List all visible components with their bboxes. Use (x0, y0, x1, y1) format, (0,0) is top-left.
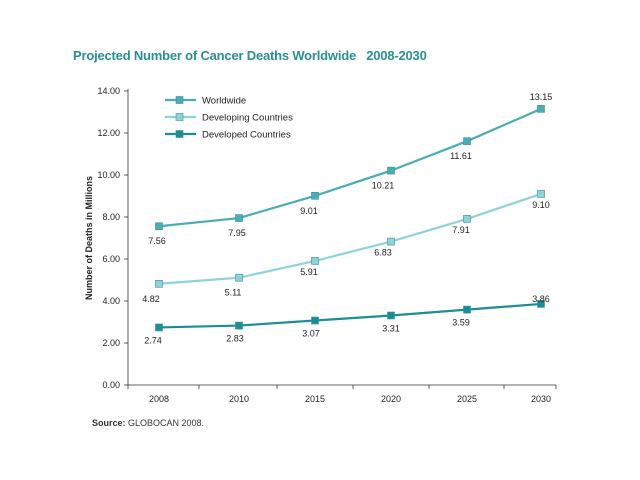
y-axis-title: Number of Deaths in Millions (84, 176, 94, 300)
x-tick-label: 2010 (229, 394, 249, 404)
x-tick-label: 2008 (149, 394, 169, 404)
data-label: 2.83 (226, 334, 244, 344)
y-tick-label: 0.00 (102, 380, 120, 390)
data-point (387, 166, 395, 175)
data-point (235, 321, 243, 330)
data-point (537, 300, 545, 308)
data-point (537, 190, 545, 198)
data-point (463, 305, 471, 314)
legend-entry-label: Developing Countries (202, 113, 293, 124)
data-label: 9.01 (300, 206, 318, 216)
data-point (235, 214, 243, 222)
data-point (387, 311, 395, 320)
series-layer (155, 105, 545, 332)
y-tick-label: 14.00 (97, 86, 120, 96)
chart-title: Projected Number of Cancer Deaths Worldw… (73, 48, 427, 63)
source-note: Source: GLOBOCAN 2008. (92, 418, 204, 428)
data-point (155, 279, 163, 288)
x-tick-label: 2030 (531, 394, 551, 404)
data-label: 3.59 (452, 318, 470, 328)
data-label: 4.82 (142, 294, 160, 304)
x-tick-label: 2025 (457, 394, 477, 404)
data-label: 11.61 (450, 151, 472, 161)
data-point (463, 137, 471, 145)
data-point (537, 105, 545, 113)
y-tick-label: 2.00 (102, 338, 120, 348)
data-point (311, 257, 319, 265)
legend-swatch-marker (175, 113, 184, 121)
x-tick-label: 2015 (305, 394, 325, 404)
data-label: 13.15 (530, 92, 553, 102)
data-label: 7.95 (228, 228, 246, 238)
data-label: 5.11 (225, 288, 242, 298)
data-point (155, 323, 163, 332)
data-label: 7.56 (148, 236, 166, 246)
data-label: 7.91 (452, 225, 470, 235)
y-tick-label: 10.00 (97, 170, 120, 180)
data-point (235, 273, 243, 282)
y-tick-label: 8.00 (102, 212, 120, 222)
data-label: 3.31 (382, 323, 400, 333)
series-line-developed-countries (158, 302, 542, 329)
legend-entry-label: Worldwide (202, 96, 246, 107)
data-point (311, 191, 319, 200)
data-label: 5.91 (300, 267, 318, 277)
data-label: 3.07 (302, 329, 320, 339)
data-point (463, 215, 471, 223)
data-label: 2.74 (144, 335, 162, 345)
legend-entry-label: Developed Countries (202, 130, 291, 141)
legend: Worldwide Developing Countries Developed C… (165, 96, 293, 141)
source-label: Source: (92, 418, 126, 428)
data-label: 3.86 (532, 294, 550, 304)
series-line-developing-countries (158, 192, 542, 285)
y-tick-label: 6.00 (102, 254, 120, 264)
data-label: 9.10 (532, 200, 550, 210)
chart-axes: 0.00 2.00 4.00 6.00 8.00 10.00 12.00 14.00 2008 2… (84, 86, 557, 404)
source-text: GLOBOCAN 2008. (125, 418, 205, 428)
data-point (155, 222, 163, 231)
data-labels-layer: 7.56 7.95 9.01 10.21 11.61 13.15 4.82 5.11 5.91 6… (142, 92, 552, 346)
legend-swatch-marker (175, 130, 184, 138)
y-tick-label: 4.00 (102, 296, 120, 306)
data-point (387, 237, 395, 246)
x-tick-label: 2020 (381, 394, 401, 404)
series-line-worldwide (158, 107, 542, 228)
data-point (311, 316, 319, 325)
legend-swatch-marker (175, 96, 184, 104)
y-tick-label: 12.00 (97, 128, 120, 138)
data-label: 6.83 (374, 248, 392, 258)
data-label: 10.21 (372, 181, 395, 191)
